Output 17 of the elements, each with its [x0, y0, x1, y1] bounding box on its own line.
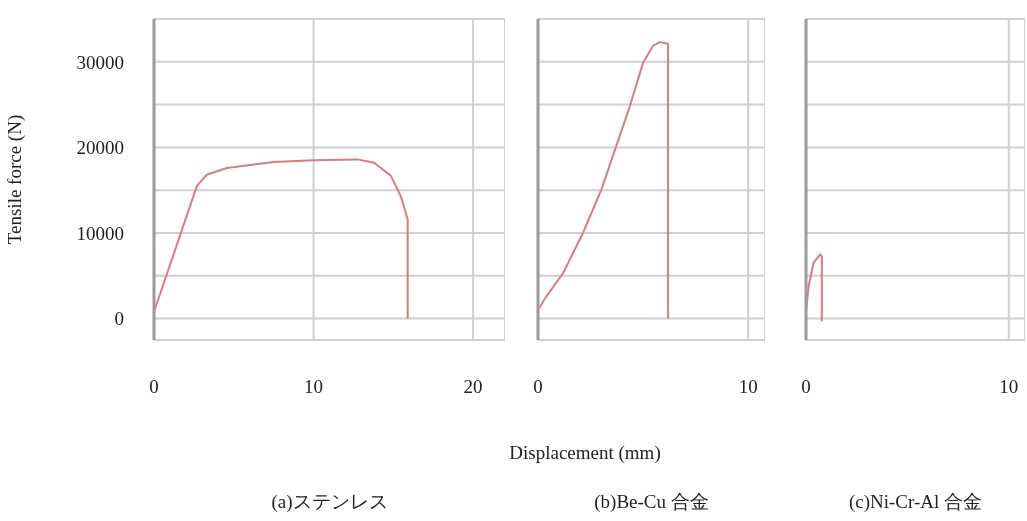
- y-tick-label: 0: [114, 308, 124, 330]
- x-axis-title: Displacement (mm): [508, 442, 662, 464]
- text: (a)ステンレス: [270, 490, 389, 514]
- y-axis-title: Tensile force (N): [3, 114, 26, 245]
- y-tick-label: 10000: [76, 222, 124, 244]
- text: (c)Ni-Cr-Al 合金: [847, 490, 984, 514]
- x-tick-label: 10: [738, 376, 758, 398]
- text: (b)Be-Cu 合金: [593, 490, 710, 514]
- x-tick-label: 0: [801, 376, 811, 398]
- line-series: [154, 158, 409, 320]
- x-tick-label: 10: [304, 376, 324, 398]
- x-tick-label: 0: [149, 376, 159, 398]
- x-tick-label: 20: [463, 376, 483, 398]
- x-tick-label: 0: [533, 376, 543, 398]
- y-tick-label: 30000: [76, 51, 124, 73]
- x-tick-label: 10: [999, 376, 1019, 398]
- y-tick-label: 20000: [76, 137, 124, 159]
